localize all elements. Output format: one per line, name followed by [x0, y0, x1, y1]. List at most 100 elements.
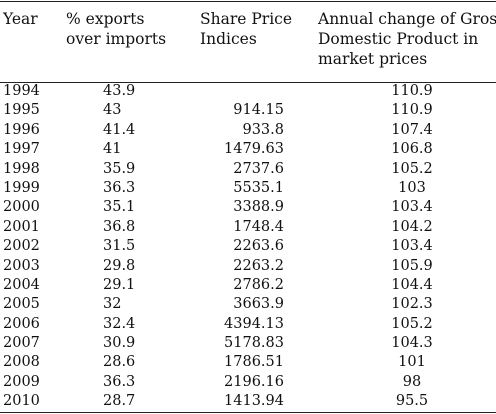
cell-share-price: 3663.9	[233, 296, 284, 313]
table-row: 1998 35.9 2737.6 105.2	[0, 160, 496, 179]
cell-share-price: 5178.83	[224, 335, 284, 352]
cell-year: 1999	[3, 179, 40, 196]
cell-gdp-text: 110.9	[391, 83, 433, 99]
cell-share-price: 933.8	[242, 121, 284, 138]
cell-year: 1997	[3, 141, 40, 158]
header-gdp-line-2: Domestic Product in	[318, 30, 479, 48]
cell-year: 2005	[3, 296, 40, 313]
table-row: 2002 31.5 2263.6 103.4	[0, 237, 496, 256]
cell-year: 2003	[3, 257, 40, 274]
table-row: 2003 29.8 2263.2 105.9	[0, 257, 496, 276]
cell-year: 1994	[3, 83, 40, 99]
cell-exports: 36.8	[103, 218, 136, 235]
header-exports-line-1: % exports	[66, 10, 145, 28]
cell-share-price: 5535.1	[233, 179, 284, 196]
cell-gdp-text: 103.4	[391, 238, 433, 255]
cell-gdp-text: 104.3	[391, 335, 433, 352]
cell-gdp-text: 106.8	[391, 141, 433, 158]
cell-exports: 41.4	[103, 121, 136, 138]
cell-share-price: 2196.16	[224, 373, 284, 390]
cell-share-price: 1786.51	[224, 354, 284, 371]
cell-gdp-text: 105.9	[391, 257, 433, 274]
cell-exports: 30.9	[103, 335, 136, 352]
cell-exports: 32.4	[103, 315, 136, 332]
cell-share-price: 914.15	[233, 102, 284, 119]
table-row: 1999 36.3 5535.1 103	[0, 179, 496, 198]
cell-exports: 43.9	[103, 83, 136, 99]
cell-year: 2006	[3, 315, 40, 332]
table-bottom-rule	[0, 412, 496, 413]
header-exports: % exports over imports	[66, 9, 166, 49]
cell-exports: 35.9	[103, 160, 136, 177]
cell-gdp-text: 110.9	[391, 102, 433, 119]
cell-share-price: 2263.6	[233, 238, 284, 255]
cell-year: 2002	[3, 238, 40, 255]
cell-gdp-text: 95.5	[395, 393, 429, 410]
table-row: 2008 28.6 1786.51 101	[0, 353, 496, 372]
cell-year: 1995	[3, 102, 40, 119]
header-share-price: Share Price Indices	[200, 9, 292, 49]
cell-year: 2001	[3, 218, 40, 235]
cell-gdp-text: 107.4	[391, 121, 433, 138]
header-gdp-line-1: Annual change of Gross	[318, 10, 496, 28]
cell-year: 2004	[3, 276, 40, 293]
cell-exports: 36.3	[103, 373, 136, 390]
cell-exports: 29.1	[103, 276, 136, 293]
cell-share-price: 4394.13	[224, 315, 284, 332]
table-row: 2000 35.1 3388.9 103.4	[0, 198, 496, 217]
table-row: 1995 43 914.15 110.9	[0, 101, 496, 120]
cell-gdp-text: 102.3	[391, 296, 433, 313]
header-share-line-1: Share Price	[200, 10, 293, 28]
cell-exports: 41	[103, 141, 122, 158]
cell-exports: 32	[103, 296, 122, 313]
cell-gdp-text: 98	[402, 373, 422, 390]
table-row: 2005 32 3663.9 102.3	[0, 295, 496, 314]
cell-share-price: 2786.2	[233, 276, 284, 293]
table-row: 2001 36.8 1748.4 104.2	[0, 218, 496, 237]
header-exports-line-2: over imports	[66, 30, 167, 48]
header-year-line: Year	[3, 10, 38, 28]
cell-share-price: 1479.63	[224, 141, 284, 158]
table-top-rule	[0, 1, 496, 2]
table-body: 1994 43.9 110.9 1995 43 914.15 110.9 1996 41.4 93…	[0, 82, 496, 412]
cell-year: 2009	[3, 373, 40, 390]
cell-exports: 36.3	[103, 179, 136, 196]
header-gdp-line-3: market prices	[318, 50, 428, 68]
cell-gdp-text: 104.4	[391, 276, 433, 293]
cell-year: 2008	[3, 354, 40, 371]
cell-exports: 43	[103, 102, 122, 119]
header-gdp: Annual change of Gross Domestic Product …	[318, 9, 496, 69]
header-share-line-2: Indices	[200, 30, 257, 48]
table-row: 1994 43.9 110.9	[0, 82, 496, 101]
table-row: 2010 28.7 1413.94 95.5	[0, 392, 496, 411]
cell-year: 1998	[3, 160, 40, 177]
cell-gdp-text: 101	[398, 354, 426, 371]
header-divider-rule	[0, 82, 496, 83]
cell-gdp-text: 103	[398, 179, 426, 196]
table-row: 2009 36.3 2196.16 98	[0, 373, 496, 392]
cell-gdp-text: 103.4	[391, 199, 433, 216]
cell-share-price: 2737.6	[233, 160, 284, 177]
cell-year: 2007	[3, 335, 40, 352]
table-row: 1996 41.4 933.8 107.4	[0, 121, 496, 140]
cell-gdp-text: 105.2	[391, 315, 433, 332]
table-row: 2006 32.4 4394.13 105.2	[0, 315, 496, 334]
cell-exports: 35.1	[103, 199, 136, 216]
cell-exports: 31.5	[103, 238, 136, 255]
cell-exports: 28.7	[103, 393, 136, 410]
table-row: 2004 29.1 2786.2 104.4	[0, 276, 496, 295]
cell-exports: 29.8	[103, 257, 136, 274]
cell-year: 2010	[3, 393, 40, 410]
table-row: 1997 41 1479.63 106.8	[0, 140, 496, 159]
cell-exports: 28.6	[103, 354, 136, 371]
table-row: 2007 30.9 5178.83 104.3	[0, 334, 496, 353]
cell-share-price: 1413.94	[224, 393, 284, 410]
cell-gdp-text: 105.2	[391, 160, 433, 177]
cell-gdp-text: 104.2	[391, 218, 433, 235]
cell-year: 2000	[3, 199, 40, 216]
cell-share-price: 2263.2	[233, 257, 284, 274]
cell-year: 1996	[3, 121, 40, 138]
cell-share-price: 3388.9	[233, 199, 284, 216]
cell-share-price: 1748.4	[233, 218, 284, 235]
header-year: Year	[3, 9, 38, 29]
